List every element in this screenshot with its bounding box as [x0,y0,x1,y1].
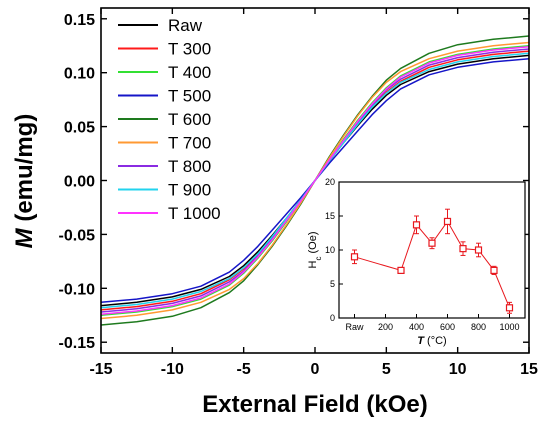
inset-data-point [474,246,483,254]
main-curves [100,35,530,326]
main-tick-labels: -15 -10 -5 0 5 10 15 -0.15 -0.10 -0.05 0.00 0.05 0.1… [59,12,538,378]
inset-x-tick-label: 600 [440,322,455,332]
inset-data-point [412,221,421,229]
inset-x-tick-label: 200 [378,322,393,332]
inset-series [350,208,514,314]
main-ticks [100,8,530,353]
inset-x-tick-label: 1000 [499,322,519,332]
inset-data-point [459,245,467,253]
y-tick-label: 0.15 [64,12,95,29]
legend-label-t-1000: T 1000 [168,204,221,223]
inset-y-tick-label: 15 [325,211,335,221]
inset-y-axis-main: H [307,261,319,269]
inset-x-tick-label: 800 [471,322,486,332]
x-tick-label: -10 [161,361,184,378]
inset-y-tick-label: 0 [330,313,335,323]
y-tick-label: -0.10 [59,281,96,298]
series-line-t-1000 [100,46,530,315]
inset-y-tick-label: 20 [325,177,335,187]
y-tick-label: -0.15 [59,335,96,352]
legend-label-t-800: T 800 [168,157,211,176]
x-tick-label: 0 [311,361,320,378]
x-tick-label: 10 [449,361,467,378]
inset-plot-frame [338,181,526,319]
x-tick-label: 15 [520,361,538,378]
inset-y-tick-label: 5 [330,279,335,289]
y-axis-unit: (emu/mg) [11,114,38,229]
legend-label-t-900: T 900 [168,181,211,200]
y-tick-label: 0.05 [64,120,95,137]
main-hysteresis-chart: -15 -10 -5 0 5 10 15 -0.15 -0.10 -0.05 0.00 0.05 0.1… [11,7,538,418]
inset-tick-labels: Raw 200 400 600 800 1000 0 5 10 15 20 [325,177,520,332]
inset-x-axis-title: T (°C) [417,335,446,347]
legend-label-t-300: T 300 [168,40,211,59]
legend-label-t-600: T 600 [168,110,211,129]
inset-data-point [350,253,359,261]
y-axis-title: M (emu/mg) [11,114,38,249]
legend-label-t-500: T 500 [168,87,211,106]
inset-x-axis-symbol: T [417,335,425,347]
x-axis-title: External Field (kOe) [202,391,427,418]
inset-x-tick-label: Raw [345,322,364,332]
inset-y-axis-unit: (Oe) [307,231,319,256]
inset-data-point [490,266,498,274]
y-tick-label: 0.10 [64,66,95,83]
inset-data-point [505,304,514,312]
x-tick-label: -5 [237,361,251,378]
y-tick-label: 0.00 [64,174,95,191]
inset-data-point [428,239,436,247]
legend-label-raw: Raw [168,16,203,35]
inset-y-axis-title: Hc (Oe) [307,231,323,268]
inset-x-axis-unit: (°C) [424,335,447,347]
legend-label-t-700: T 700 [168,134,211,153]
legend-label-t-400: T 400 [168,63,211,82]
y-axis-symbol: M [11,227,38,248]
inset-data-point [397,266,405,274]
legend: Raw T 300 T 400 T 500 T 600 T 700 T 800 T 900 T … [118,16,221,223]
inset-data-point [443,217,452,226]
x-tick-label: 5 [382,361,391,378]
x-tick-label: -15 [89,361,112,378]
inset-y-tick-label: 10 [325,245,335,255]
y-tick-label: -0.05 [59,227,96,244]
inset-y-axis-sub: c [314,257,323,261]
inset-ticks [339,181,510,319]
inset-x-tick-label: 400 [409,322,424,332]
inset-coercivity-chart: Raw 200 400 600 800 1000 0 5 10 15 20 Hc (Oe) T (°… [307,177,526,347]
